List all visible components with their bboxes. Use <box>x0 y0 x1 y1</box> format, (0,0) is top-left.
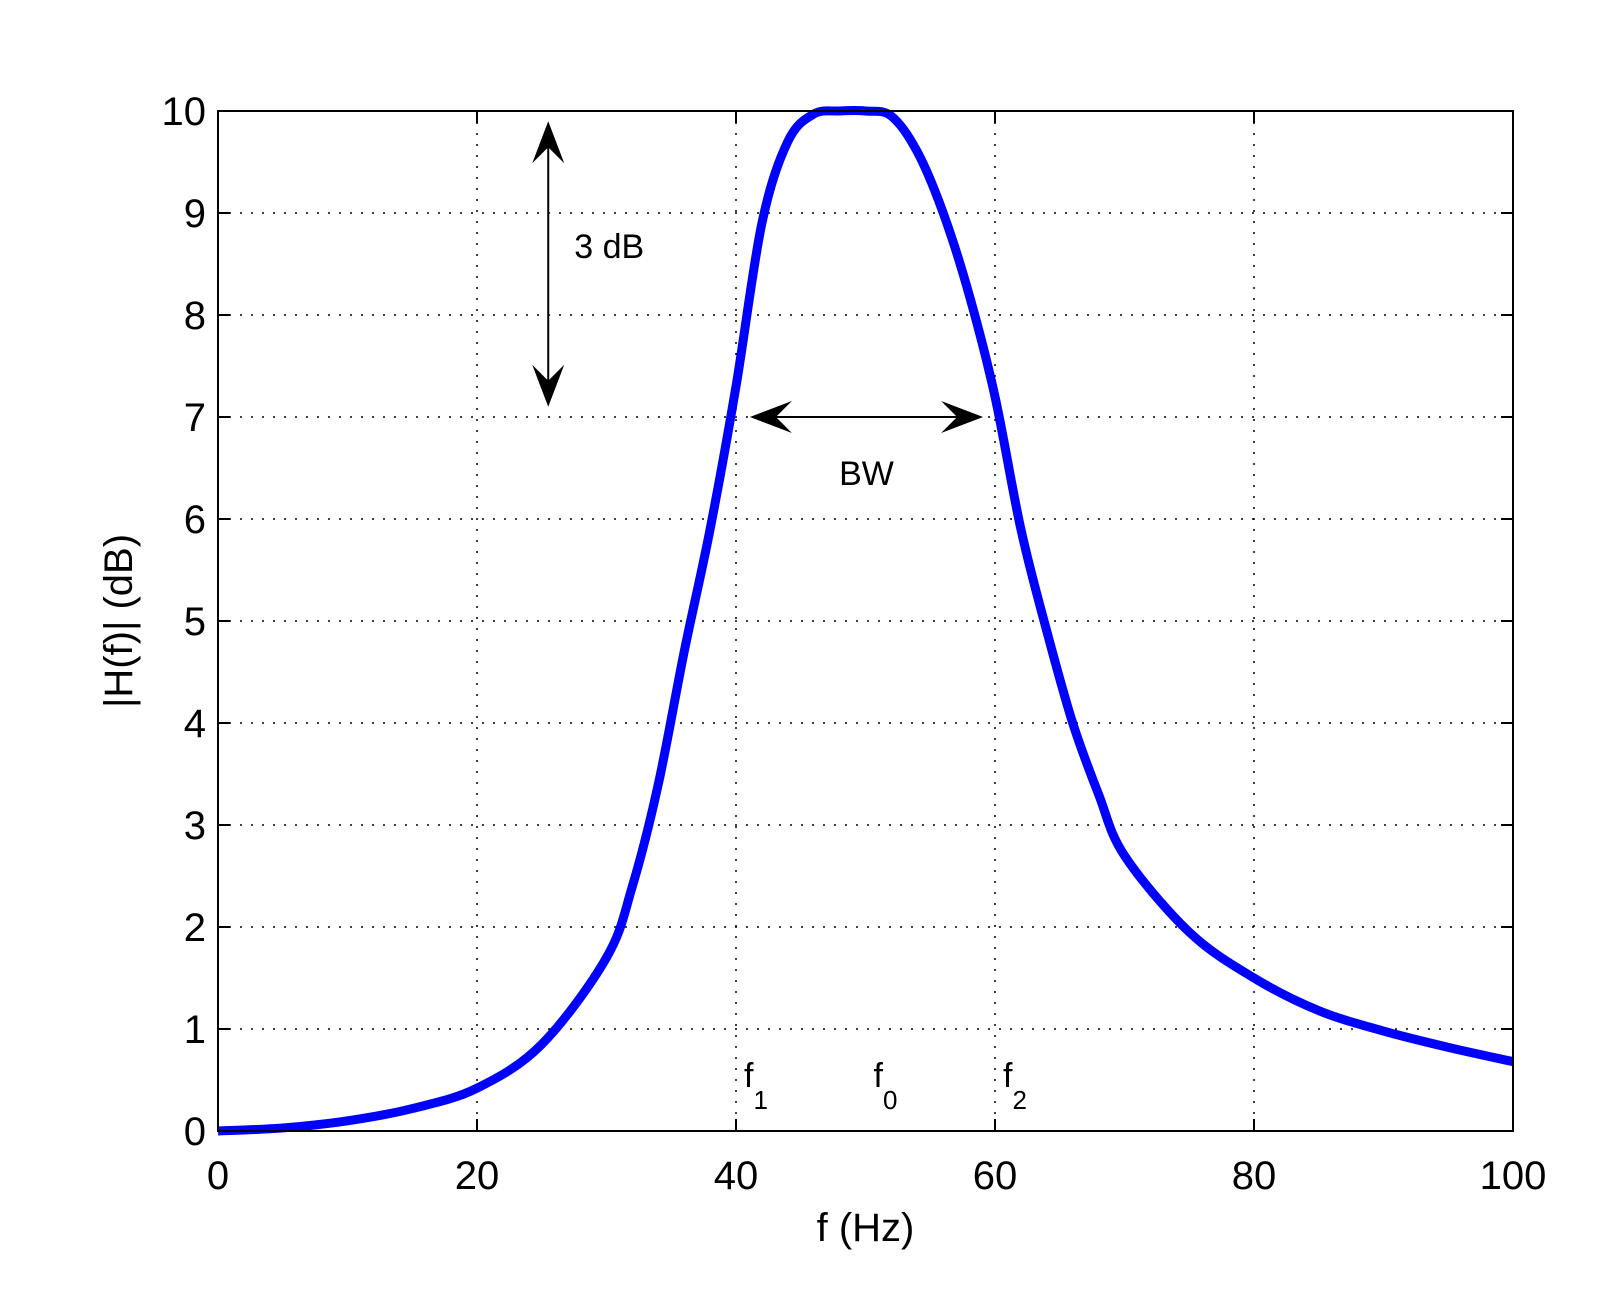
annotations: 3 dB BW f1 f0 f2 <box>532 121 1027 1115</box>
freq-marker-label: f0 <box>874 1057 898 1115</box>
gain-arrow-label: 3 dB <box>574 228 644 266</box>
y-tick-label: 8 <box>184 294 206 338</box>
freq-marker-label: f1 <box>744 1057 768 1115</box>
y-tick-label: 7 <box>184 396 206 440</box>
ticks: 0 20 40 60 80 100 0 1 2 3 4 5 6 7 8 9 10 <box>162 90 1547 1198</box>
y-tick-label: 5 <box>184 600 206 644</box>
y-axis-title: |H(f)| (dB) <box>97 534 141 708</box>
x-tick-label: 80 <box>1232 1154 1277 1198</box>
y-tick-label: 3 <box>184 804 206 848</box>
bw-arrow-label: BW <box>839 455 894 493</box>
freq-marker-label: f2 <box>1003 1057 1027 1115</box>
x-tick-label: 100 <box>1480 1154 1547 1198</box>
y-tick-label: 0 <box>184 1110 206 1154</box>
x-tick-label: 20 <box>455 1154 500 1198</box>
y-tick-label: 1 <box>184 1008 206 1052</box>
grid <box>218 111 1513 1131</box>
gain-arrow-head-down <box>532 364 565 407</box>
x-axis-title: f (Hz) <box>817 1206 915 1250</box>
y-tick-label: 6 <box>184 498 206 542</box>
bw-arrow-head-left <box>749 401 792 433</box>
y-tick-label: 2 <box>184 906 206 950</box>
x-tick-label: 0 <box>207 1154 229 1198</box>
y-tick-label: 4 <box>184 702 206 746</box>
y-tick-label: 9 <box>184 192 206 236</box>
x-tick-label: 40 <box>714 1154 759 1198</box>
y-tick-label: 10 <box>162 90 207 134</box>
bw-arrow-head-right <box>941 401 984 433</box>
gain-arrow-head-up <box>532 121 565 164</box>
x-tick-label: 60 <box>973 1154 1018 1198</box>
